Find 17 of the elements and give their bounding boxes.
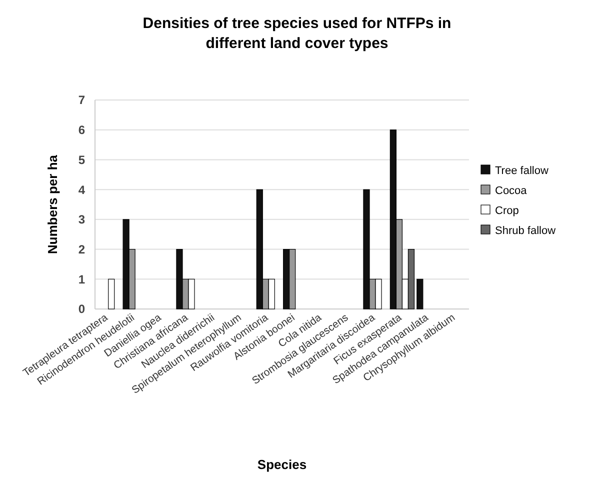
y-tick-label: 3 (78, 212, 86, 227)
bar (108, 278, 115, 310)
y-tick-label: 2 (78, 242, 86, 256)
y-tick-label: 7 (78, 93, 86, 108)
y-tick-label: 5 (78, 152, 86, 167)
y-axis-title: Numbers per ha (45, 154, 60, 254)
legend-label: Shrub fallow (495, 224, 556, 237)
legend-label: Cocoa (495, 184, 528, 197)
legend-label: Crop (495, 204, 519, 217)
y-tick-label: 1 (78, 272, 86, 286)
x-axis-title: Species (257, 457, 307, 472)
chart-title: Densities of tree species used for NTFPs in different land cover types (142, 15, 452, 52)
legend-label: Tree fallow (495, 164, 548, 177)
y-tick-label: 4 (78, 182, 86, 197)
bar (416, 278, 424, 310)
y-tick-label: 6 (78, 123, 86, 138)
y-tick-label: 0 (78, 302, 86, 316)
